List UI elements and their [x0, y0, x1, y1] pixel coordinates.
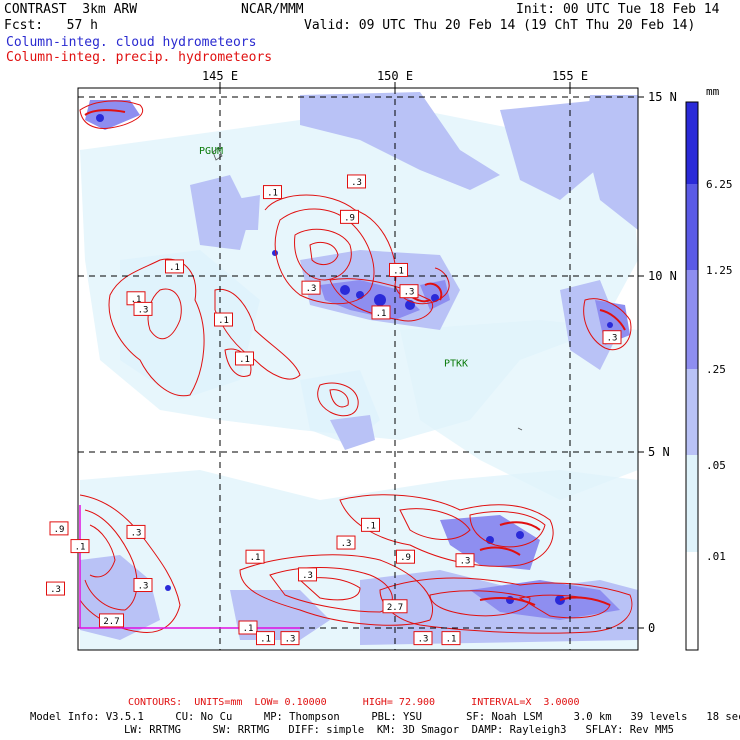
plot-frame — [77, 87, 639, 651]
contour-label: .3 — [301, 280, 321, 295]
svg-text:.3: .3 — [404, 288, 415, 298]
lon-label-155: 155 E — [552, 69, 588, 83]
contour-label: 2.7 — [382, 599, 408, 614]
contour-label: .1 — [126, 291, 146, 306]
svg-text:2.7: 2.7 — [387, 603, 403, 613]
svg-text:.1: .1 — [169, 263, 180, 273]
contour-label: .1 — [256, 631, 275, 646]
contour-label: .1 — [238, 620, 258, 635]
contour-label: .3 — [602, 330, 622, 345]
contour-label: .1 — [263, 185, 282, 200]
forecast-hour: Fcst: 57 h — [4, 18, 98, 33]
lat-label-5n: 5 N — [648, 445, 670, 459]
lon-label-150: 150 E — [377, 69, 413, 83]
contour-info: CONTOURS: UNITS=mm LOW= 0.10000 HIGH= 72… — [128, 697, 580, 708]
coastlines — [212, 147, 523, 431]
lat-label-10n: 10 N — [648, 269, 677, 283]
svg-text:2.7: 2.7 — [103, 617, 119, 627]
lat-label-0: 0 — [648, 621, 655, 635]
contour-label: .3 — [280, 631, 300, 646]
svg-text:.9: .9 — [54, 525, 65, 535]
contour-label: .3 — [126, 524, 146, 539]
contour-label: .3 — [336, 535, 356, 550]
lon-label-145: 145 E — [202, 69, 238, 83]
svg-text:.3: .3 — [138, 305, 149, 315]
contour-label: .3 — [133, 578, 153, 593]
svg-text:.1: .1 — [218, 316, 229, 326]
station-pgum: PGUM — [199, 146, 223, 157]
contour-label: .1 — [214, 312, 233, 327]
svg-text:.9: .9 — [344, 213, 355, 223]
contour-label: .3 — [298, 567, 317, 582]
station-ptkk: PTKK — [444, 359, 468, 370]
contour-label: .1 — [165, 259, 184, 274]
svg-text:.3: .3 — [460, 557, 471, 567]
contour-label: 2.7 — [99, 613, 124, 628]
axis-ticks — [219, 82, 644, 629]
legend-level-6p25: 6.25 — [706, 178, 733, 191]
field-precip-label: Column-integ. precip. hydrometeors — [6, 50, 273, 65]
svg-text:.1: .1 — [131, 295, 142, 305]
svg-text:.1: .1 — [365, 521, 376, 531]
contour-label: .1 — [235, 351, 254, 366]
svg-text:.3: .3 — [131, 528, 142, 538]
svg-text:.3: .3 — [285, 635, 296, 645]
svg-text:.1: .1 — [267, 189, 278, 199]
model-title: CONTRAST 3km ARW — [4, 2, 138, 17]
svg-text:.3: .3 — [351, 178, 362, 188]
valid-time: Valid: 09 UTC Thu 20 Feb 14 (19 ChT Thu … — [304, 18, 696, 33]
svg-text:.9: .9 — [400, 553, 411, 563]
svg-text:.1: .1 — [446, 635, 457, 645]
contour-label: .1 — [245, 549, 265, 564]
svg-text:.3: .3 — [306, 284, 317, 294]
svg-text:.1: .1 — [243, 624, 254, 634]
contour-label: .1 — [371, 305, 391, 320]
cloud-field-core — [96, 114, 613, 605]
legend-level-0p05: .05 — [706, 459, 726, 472]
model-info-physics: LW: RRTMG SW: RRTMG DIFF: simple KM: 3D … — [124, 724, 674, 736]
precip-contours-heavy — [84, 109, 626, 606]
svg-text:.1: .1 — [239, 355, 250, 365]
lat-label-15n: 15 N — [648, 90, 677, 104]
contour-label: .3 — [399, 284, 419, 299]
legend-level-1p25: 1.25 — [706, 264, 733, 277]
contour-label: .3 — [46, 581, 65, 596]
svg-text:.1: .1 — [75, 543, 86, 553]
contour-label: .3 — [455, 553, 475, 568]
svg-text:.1: .1 — [393, 266, 404, 276]
init-time: Init: 00 UTC Tue 18 Feb 14 — [516, 2, 720, 17]
contour-label: .3 — [347, 174, 366, 189]
contour-label: .3 — [133, 301, 153, 316]
contour-label: .9 — [49, 521, 69, 536]
svg-text:.3: .3 — [302, 571, 313, 581]
legend-colorbar — [685, 101, 699, 651]
legend-unit: mm — [706, 85, 720, 98]
lat-lon-grid — [78, 88, 638, 650]
svg-text:.3: .3 — [607, 334, 618, 344]
legend-level-0p25: .25 — [706, 363, 726, 376]
contour-label: .1 — [70, 539, 90, 554]
contour-label: .1 — [361, 517, 380, 532]
svg-text:.3: .3 — [138, 582, 149, 592]
org-label: NCAR/MMM — [241, 2, 304, 17]
contour-label: .1 — [389, 262, 408, 277]
contour-label: .9 — [396, 549, 415, 564]
svg-text:.3: .3 — [50, 585, 61, 595]
model-info: Model Info: V3.5.1 CU: No Cu MP: Thompso… — [30, 711, 740, 723]
contour-label: .3 — [413, 631, 433, 646]
svg-text:.1: .1 — [250, 553, 261, 563]
svg-text:.1: .1 — [260, 635, 271, 645]
svg-text:.3: .3 — [418, 635, 429, 645]
legend-level-0p01: .01 — [706, 550, 726, 563]
contour-label: .9 — [340, 209, 359, 224]
field-cloud-label: Column-integ. cloud hydrometeors — [6, 35, 257, 50]
svg-text:.1: .1 — [376, 309, 387, 319]
contour-label: .1 — [441, 631, 461, 646]
svg-text:.3: .3 — [341, 539, 352, 549]
